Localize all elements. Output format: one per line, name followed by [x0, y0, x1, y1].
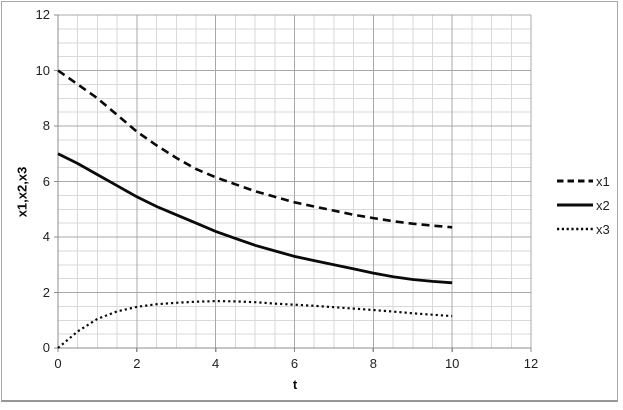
y-tick-label: 4 — [42, 229, 50, 244]
series-x2-line — [57, 152, 453, 285]
legend-label-x1: x1 — [596, 173, 610, 189]
y-tick-label: 2 — [42, 284, 50, 300]
x-tick-label: 10 — [444, 356, 460, 371]
legend-item-x1: x1 — [556, 169, 610, 193]
y-tick-label: 0 — [42, 340, 50, 355]
x-tick-label: 4 — [212, 356, 220, 371]
x-axis-title: t — [292, 377, 298, 392]
legend-item-x3: x3 — [556, 217, 610, 241]
legend-x3-line-sample — [557, 227, 593, 231]
legend-item-x2: x2 — [556, 193, 610, 217]
legend-x2-line-sample — [557, 203, 593, 207]
y-tick-label: 8 — [42, 118, 50, 133]
legend-label-x3: x3 — [596, 221, 610, 237]
x-tick-label: 0 — [54, 356, 62, 371]
chart-frame — [1, 1, 618, 402]
series-x3-line — [57, 299, 453, 349]
series-x1-line — [57, 69, 453, 229]
y-tick-label: 10 — [35, 62, 50, 78]
legend: x1 x2 x3 — [556, 169, 610, 241]
y-tick-label: 6 — [42, 173, 50, 189]
legend-x1-line-sample — [557, 179, 593, 183]
y-tick-label: 12 — [35, 7, 50, 22]
y-axis-title: x1,x2,x3 — [14, 166, 30, 218]
x-tick-label: 6 — [290, 356, 299, 371]
x-tick-label: 2 — [133, 356, 141, 371]
x-tick-label: 8 — [369, 356, 377, 371]
x-tick-label: 12 — [523, 356, 539, 371]
legend-label-x2: x2 — [596, 197, 610, 213]
